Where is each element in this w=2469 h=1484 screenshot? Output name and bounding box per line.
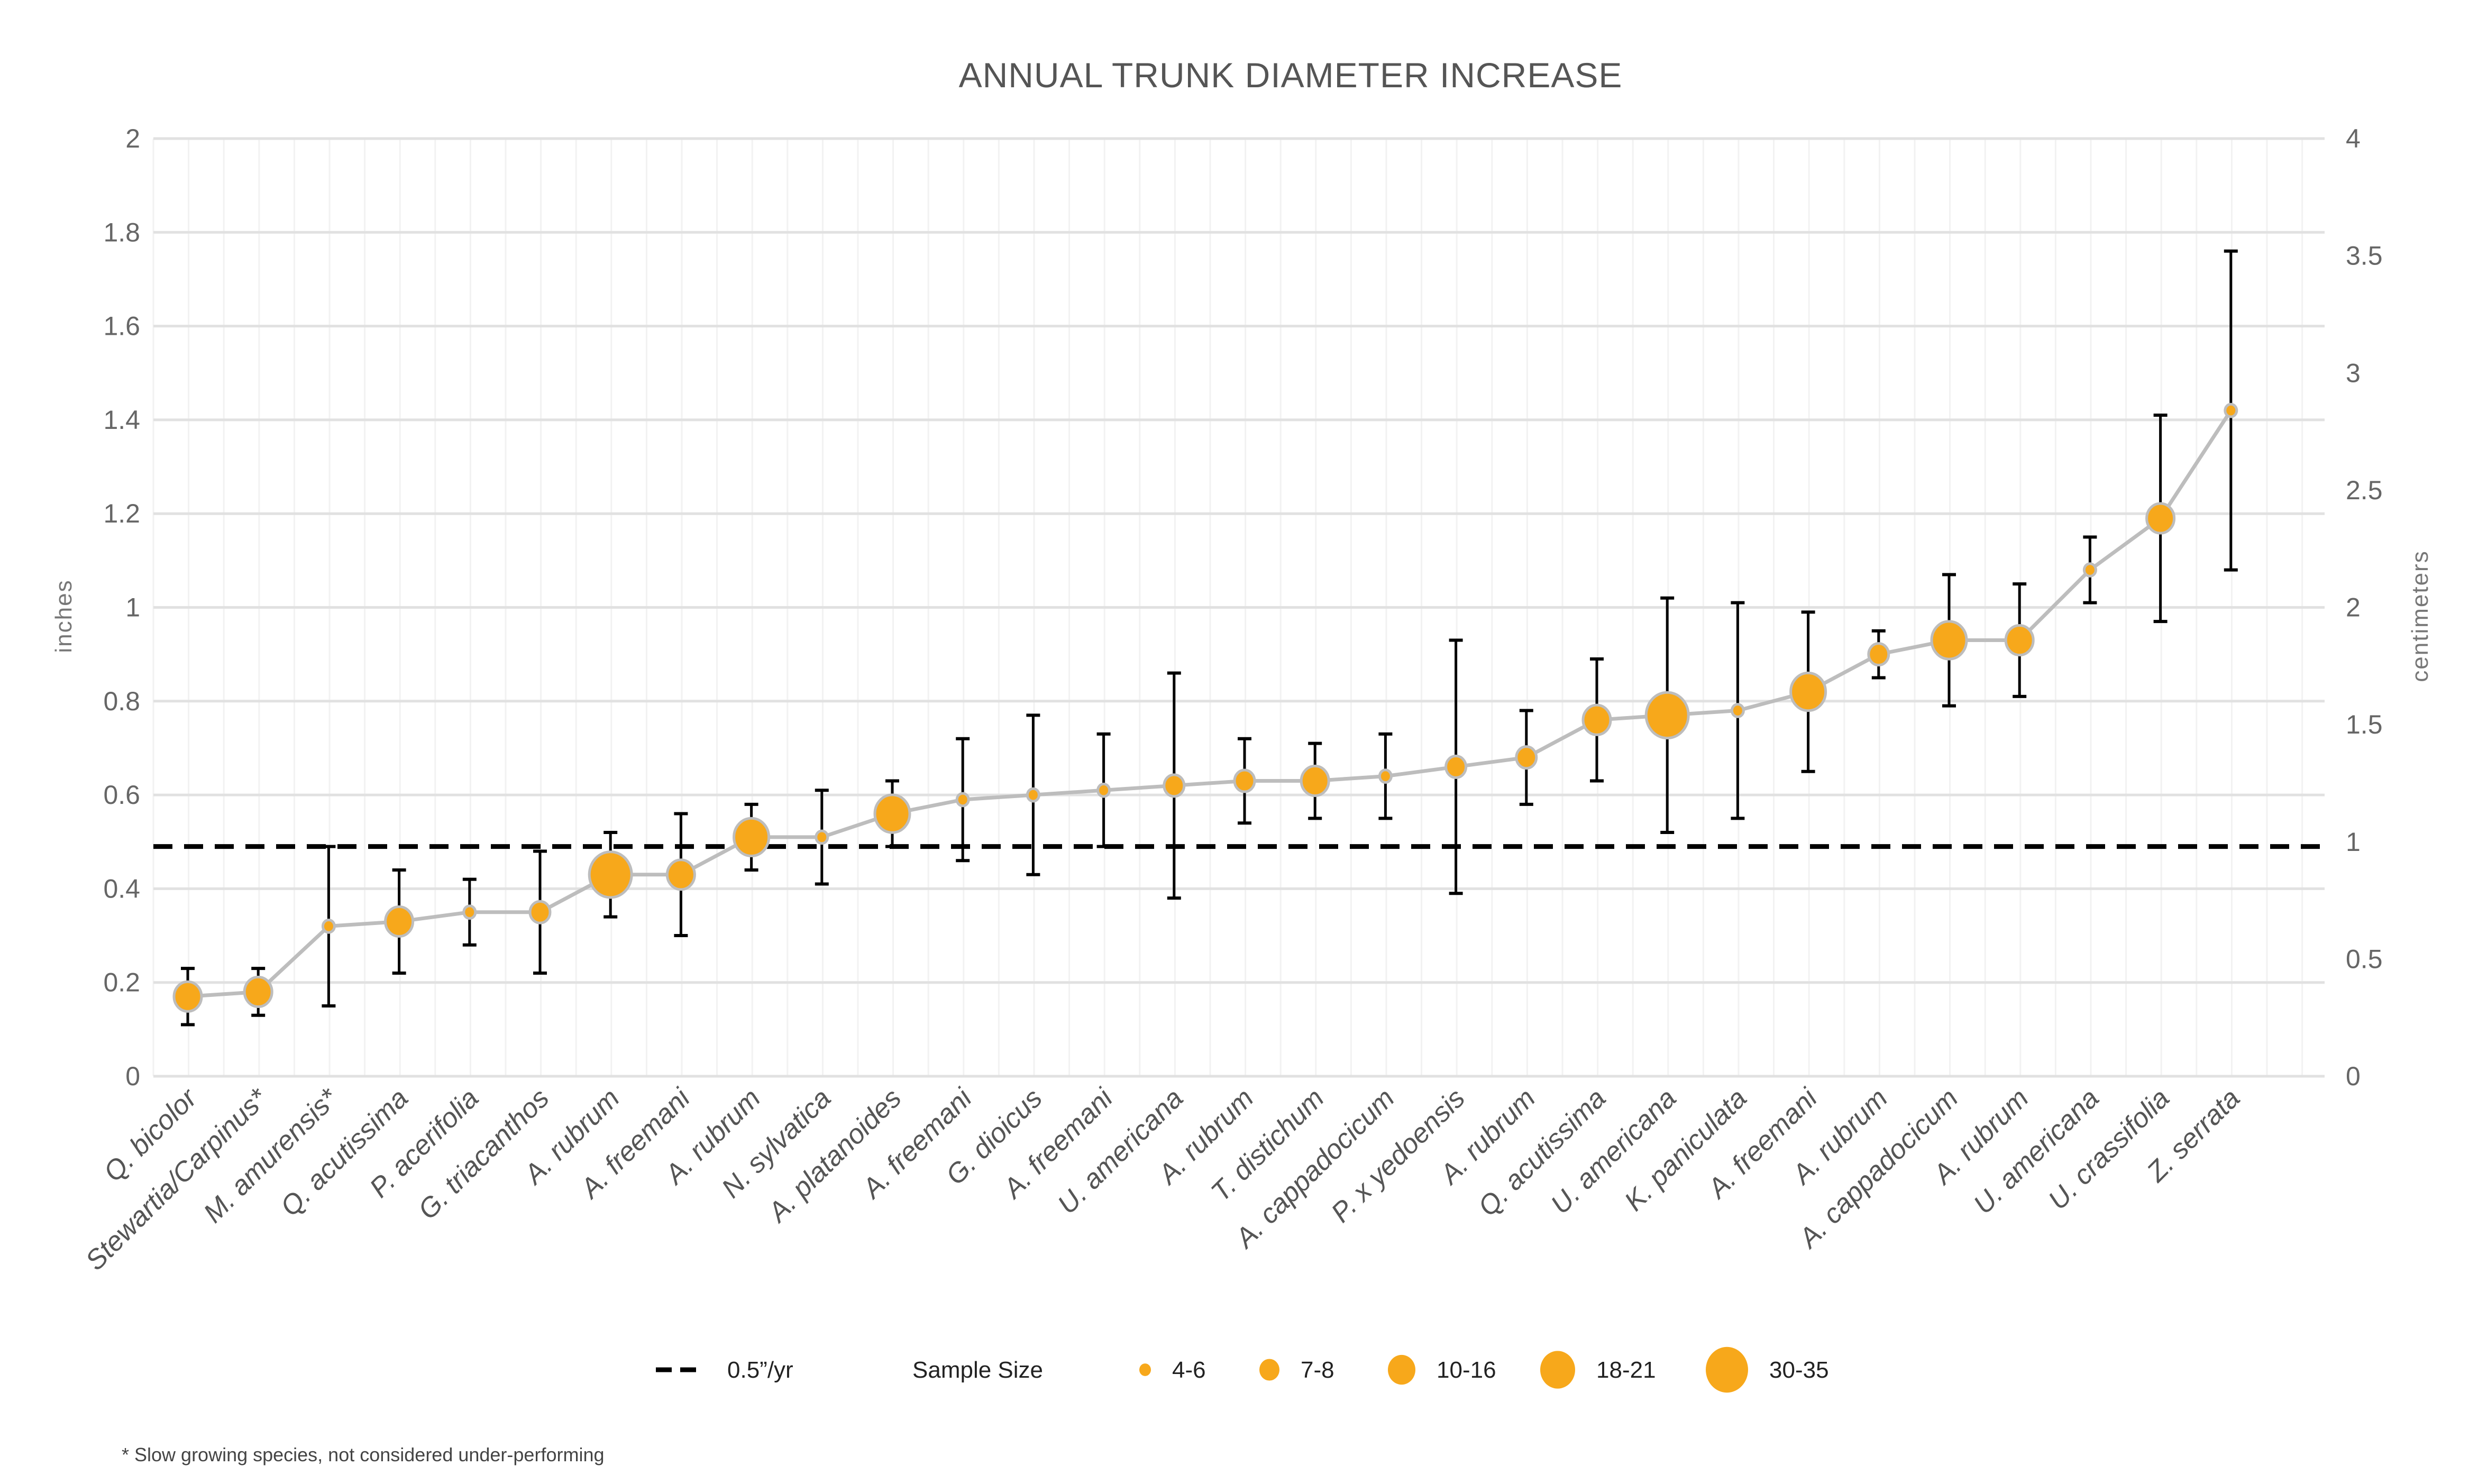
y-tick-label: 0.2 xyxy=(103,968,140,997)
legend-marker xyxy=(1139,1363,1151,1376)
grid xyxy=(152,137,2325,1078)
legend-reference-line: 0.5”/yr xyxy=(656,1357,793,1383)
y-tick-label: 0.4 xyxy=(103,874,140,903)
legend-marker xyxy=(1259,1359,1279,1381)
data-point xyxy=(1026,787,1040,803)
data-point xyxy=(1930,620,1968,661)
data-point xyxy=(2004,624,2035,657)
legend-size-title: Sample Size xyxy=(912,1357,1043,1383)
legend-reference-label: 0.5”/yr xyxy=(727,1357,793,1383)
data-point xyxy=(528,900,552,924)
chart-title: ANNUAL TRUNK DIAMETER INCREASE xyxy=(959,56,1623,95)
data-point xyxy=(462,904,477,920)
series-line xyxy=(187,409,2233,999)
legend-marker xyxy=(1540,1351,1575,1389)
data-point xyxy=(1096,782,1111,798)
data-point xyxy=(873,793,911,834)
y-tick-label-right: 1 xyxy=(2346,827,2361,857)
data-point xyxy=(588,850,633,899)
data-point xyxy=(2145,502,2176,535)
data-point xyxy=(1233,768,1256,793)
x-tick-label: K. paniculata xyxy=(1618,1083,1753,1217)
data-point xyxy=(665,858,696,891)
y-axis-left: 0 0.2 0.4 0.6 0.8 1 1.2 1.4 1.6 1.8 2 xyxy=(103,124,140,1091)
data-point xyxy=(815,829,829,845)
data-point xyxy=(1581,703,1612,736)
legend-size-label: 7-8 xyxy=(1301,1357,1334,1383)
y-axis-right: 0 0.5 1 1.5 2 2.5 3 3.5 4 xyxy=(2346,124,2383,1091)
data-point xyxy=(243,975,273,1009)
y-tick-label: 0.6 xyxy=(103,780,140,810)
legend-size-classes: 4-6 7-8 10-16 18-21 30-35 xyxy=(1139,1346,1829,1393)
legend-size-item: 30-35 xyxy=(1706,1346,1829,1393)
data-point xyxy=(733,817,771,858)
data-points xyxy=(172,402,2238,1013)
y-tick-label: 1.4 xyxy=(103,405,140,435)
data-point xyxy=(1444,754,1468,779)
y-tick-label-right: 2.5 xyxy=(2346,475,2383,505)
data-point xyxy=(1730,703,1745,718)
y-tick-label-right: 3.5 xyxy=(2346,241,2383,271)
data-point xyxy=(1789,671,1827,712)
legend-size-item: 7-8 xyxy=(1259,1357,1334,1383)
y-tick-label-right: 0.5 xyxy=(2346,944,2383,974)
y-tick-label-right: 0 xyxy=(2346,1061,2361,1091)
y-tick-label: 1.6 xyxy=(103,312,140,341)
legend-marker xyxy=(1706,1346,1748,1393)
x-tick-label: U. crassifolia xyxy=(2043,1083,2175,1215)
y-tick-label-right: 4 xyxy=(2346,124,2361,153)
legend-size-item: 18-21 xyxy=(1540,1351,1656,1389)
y-axis-left-label: inches xyxy=(51,579,77,653)
y-tick-label: 1 xyxy=(125,593,140,622)
data-point xyxy=(1867,642,1890,667)
legend-marker xyxy=(1388,1354,1415,1385)
legend-size-item: 4-6 xyxy=(1139,1357,1206,1383)
footnote: * Slow growing species, not considered u… xyxy=(122,1444,605,1465)
y-tick-label: 0 xyxy=(125,1061,140,1091)
y-tick-label-right: 2 xyxy=(2346,593,2361,622)
legend-size-label: 4-6 xyxy=(1172,1357,1206,1383)
data-point xyxy=(1644,691,1690,740)
data-point xyxy=(2082,562,2097,578)
legend-size-label: 30-35 xyxy=(1769,1357,1829,1383)
y-tick-label: 1.8 xyxy=(103,217,140,247)
legend-size-label: 10-16 xyxy=(1437,1357,1496,1383)
y-tick-label: 1.2 xyxy=(103,499,140,528)
data-point xyxy=(1300,764,1330,798)
error-bars xyxy=(181,249,2238,1027)
y-axis-right-label: centimeters xyxy=(2407,550,2433,682)
y-tick-label: 0.8 xyxy=(103,686,140,716)
data-point xyxy=(2224,402,2238,418)
data-point xyxy=(1163,773,1186,798)
data-point xyxy=(1378,768,1393,784)
data-point xyxy=(321,918,336,934)
legend: 0.5”/yr Sample Size 4-6 7-8 10-16 18-21 30-3… xyxy=(656,1346,1829,1393)
legend-size-label: 18-21 xyxy=(1596,1357,1656,1383)
data-point xyxy=(172,980,203,1013)
data-point xyxy=(1515,745,1538,770)
legend-size-item: 10-16 xyxy=(1388,1354,1496,1385)
y-tick-label-right: 3 xyxy=(2346,358,2361,388)
y-tick-label: 2 xyxy=(125,124,140,153)
data-point xyxy=(384,905,415,938)
y-tick-label-right: 1.5 xyxy=(2346,710,2383,739)
data-point xyxy=(955,792,970,808)
